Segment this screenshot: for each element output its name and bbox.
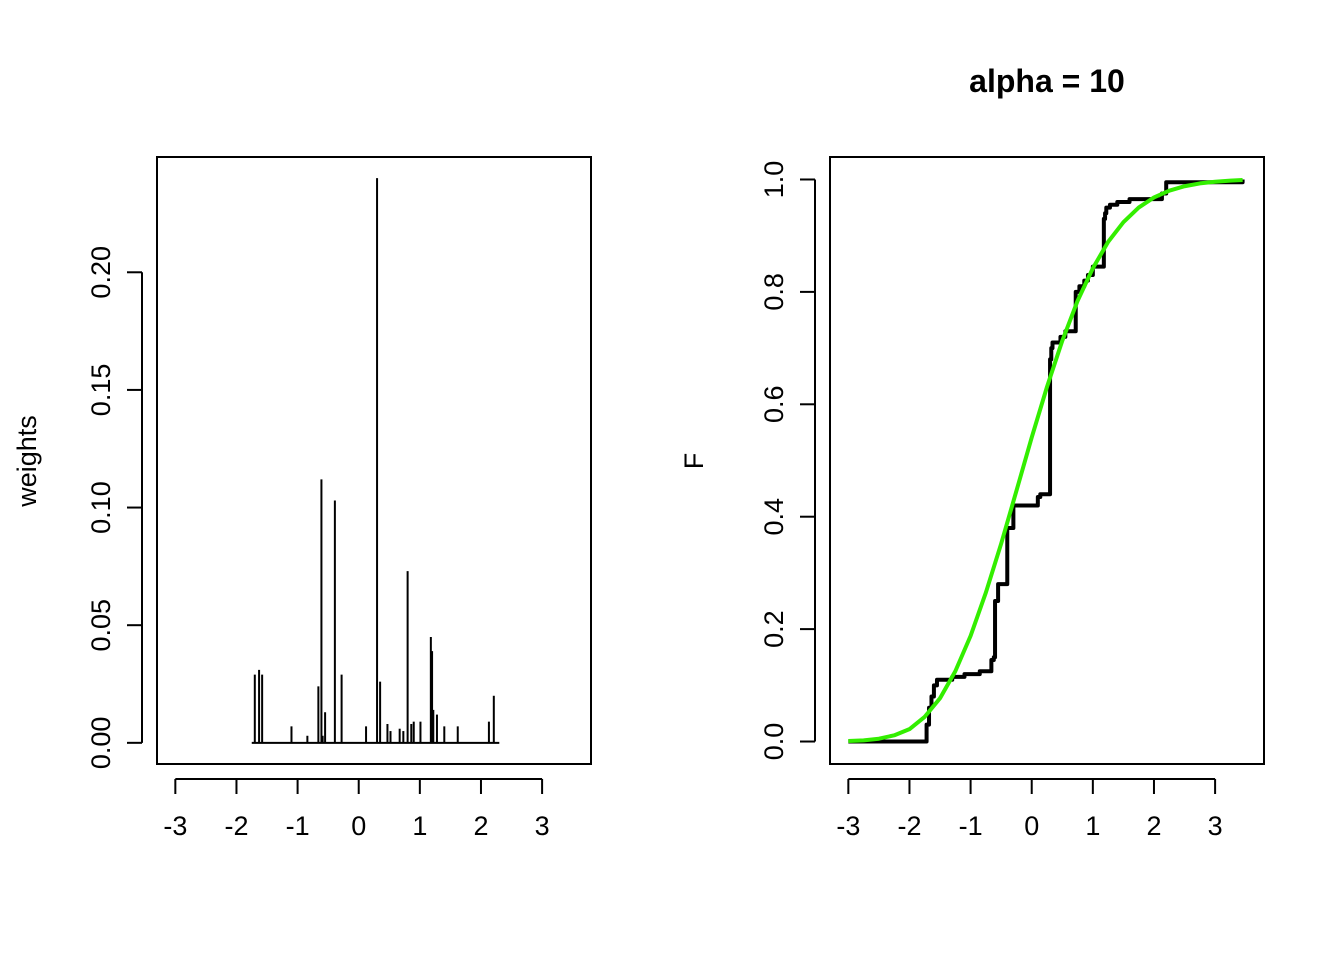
weights-y-tick-label: 0.15 [86,364,116,417]
cdf-x-tick-label: 0 [1024,811,1039,841]
weights-plot-frame [156,156,592,765]
weights-x-tick-label: -1 [286,811,310,841]
weights-axis-ticks: -3 -2 -1 0 1 2 3 0.00 0.05 0.10 0.15 0.20 [86,246,550,841]
weights-x-tick-label: 1 [412,811,427,841]
cdf-x-tick-label: 3 [1208,811,1223,841]
cdf-y-tick-label: 0.2 [759,610,789,648]
cdf-x-tick-label: -3 [836,811,860,841]
weights-y-tick-label: 0.00 [86,717,116,770]
cdf-plot-frame [829,156,1265,765]
weights-panel: -3 -2 -1 0 1 2 3 0.00 0.05 0.10 0.15 0.20 weights [12,156,592,841]
cdf-lines [848,178,1245,744]
cdf-y-axis-title: F [679,453,709,470]
weights-x-tick-label: 0 [351,811,366,841]
cdf-y-tick-label: 0.0 [759,723,789,761]
weights-x-tick-label: 2 [473,811,488,841]
cdf-y-tick-label: 0.6 [759,386,789,424]
weights-bars [251,178,500,744]
empirical-cdf-line [848,179,1245,744]
cdf-y-tick-label: 0.8 [759,273,789,311]
cdf-panel: -3 -2 -1 0 1 2 3 0.0 0.2 0.4 0.6 0.8 1.0 F alpha = 1… [679,63,1265,841]
cdf-x-tick-label: -2 [897,811,921,841]
weights-x-tick-label: 3 [535,811,550,841]
weights-y-tick-label: 0.20 [86,246,116,299]
cdf-x-tick-label: 2 [1146,811,1161,841]
weights-y-tick-label: 0.05 [86,599,116,652]
cdf-x-tick-label: -1 [959,811,983,841]
cdf-title: alpha = 10 [969,63,1125,99]
cdf-y-tick-label: 1.0 [759,161,789,199]
weights-x-tick-label: -2 [224,811,248,841]
weights-y-axis-title: weights [12,415,42,508]
cdf-x-tick-label: 1 [1085,811,1100,841]
cdf-y-tick-label: 0.4 [759,498,789,536]
weights-y-tick-label: 0.10 [86,481,116,534]
cdf-axis-ticks: -3 -2 -1 0 1 2 3 0.0 0.2 0.4 0.6 0.8 1.0 [759,161,1223,841]
fitted-cdf-line [848,178,1243,743]
weights-x-tick-label: -3 [163,811,187,841]
